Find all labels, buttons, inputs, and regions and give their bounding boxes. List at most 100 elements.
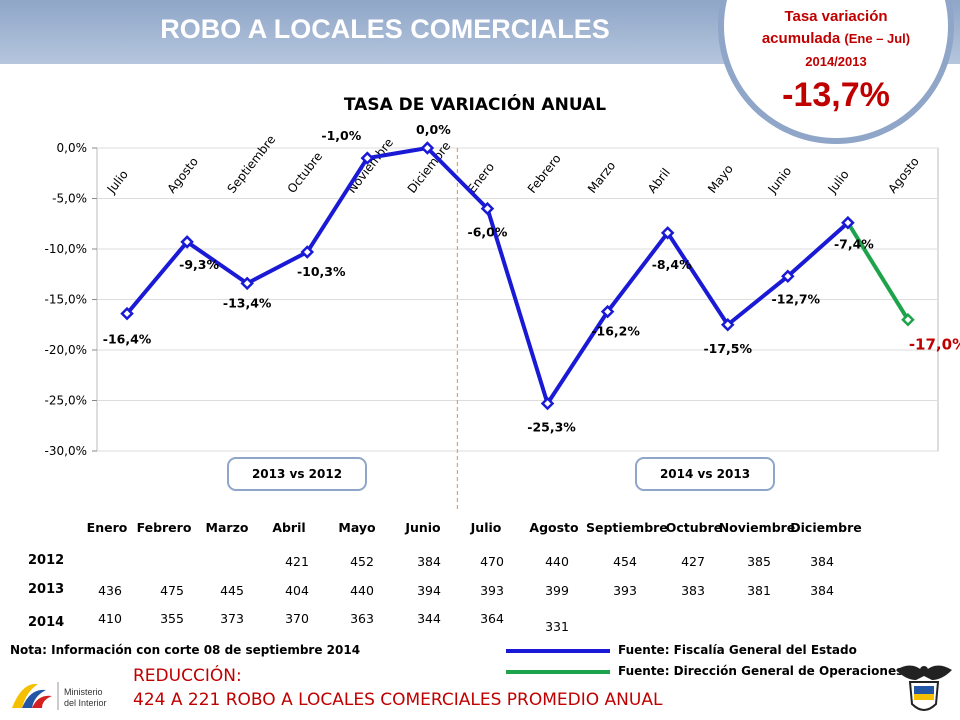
x-tick-label: Agosto [164,155,201,196]
table-cell: 384 [417,554,441,569]
period-label-2013-text: 2013 vs 2012 [252,467,342,481]
data-label: -6,0% [468,225,508,240]
table-cell: 384 [810,583,834,598]
table-column-header: Agosto [529,520,579,535]
table-cell: 445 [220,583,244,598]
badge-line2b: (Ene – Jul) [844,31,911,46]
data-point [720,317,735,332]
table-cell: 393 [613,583,637,598]
table-cell: 436 [98,583,122,598]
badge-line2a: acumulada [761,30,841,47]
chart-title: TASA DE VARIACIÓN ANUAL [344,93,606,115]
source1-text: Fuente: Fiscalía General del Estado [618,643,857,657]
data-point [901,312,915,327]
table-cell: 331 [545,619,569,634]
line-chart: 0,0%-5,0%-10,0%-15,0%-20,0%-25,0%-30,0% … [45,93,960,510]
table-row-year: 2013 [28,582,65,597]
page-title: ROBO A LOCALES COMERCIALES [160,14,610,44]
badge-line1: Tasa variación [784,8,888,25]
data-label: -7,4% [834,237,874,252]
data-label: -1,0% [321,128,361,143]
table-cell: 381 [747,583,771,598]
x-tick-label: Abril [645,166,673,196]
source1-legend-line [506,649,610,653]
data-label: -17,5% [703,341,752,356]
period-label-2014: 2014 vs 2013 [635,457,775,491]
table-column-header: Abril [272,520,306,535]
y-tick-label: 0,0% [57,141,88,155]
table-column-header: Mayo [338,520,376,535]
table-cell: 383 [681,583,705,598]
data-point [420,141,435,155]
table-cell: 373 [220,611,244,626]
police-crest-icon [896,665,952,711]
x-tick-label: Junio [765,164,795,197]
source2-text: Fuente: Dirección General de Operaciones [618,664,904,678]
table-row-year: 2012 [28,553,65,568]
x-axis-labels: Julio Agosto Septiembre Octubre Noviembre Dic… [104,133,922,197]
data-point [781,269,795,284]
data-point [540,396,555,411]
period-label-2014-text: 2014 vs 2013 [660,467,750,481]
badge-line2: acumulada (Ene – Jul) [724,30,948,47]
table-cell: 452 [350,554,374,569]
table-cell: 404 [285,583,309,598]
data-label: -13,4% [223,295,272,310]
source2-legend-line [506,670,610,674]
reduction-text: 424 A 221 ROBO A LOCALES COMERCIALES PRO… [133,690,663,710]
x-tick-label: Julio [825,167,852,196]
y-tick-label: -15,0% [45,293,87,307]
table-cell: 393 [480,583,504,598]
table-column-header: Noviembre [718,520,796,535]
table-cell: 454 [613,554,637,569]
x-tick-label: Julio [104,167,131,196]
data-label: -16,2% [591,324,640,339]
table-cell: 440 [545,554,569,569]
table-column-header: Marzo [205,520,249,535]
table-cell: 355 [160,611,184,626]
table-column-header: Septiembre [586,520,668,535]
y-axis: 0,0% -5,0% -10,0% -15,0% -20,0% -25,0% -30,0% [45,141,97,458]
data-label: 0,0% [416,122,451,137]
y-tick-label: -10,0% [45,242,87,256]
table-cell: 384 [810,554,834,569]
data-label: -8,4% [652,257,692,272]
data-point [480,201,495,216]
data-labels: -16,4% -9,3% -13,4% -10,3% -1,0% 0,0% -6,0% -25… [103,122,960,435]
period-label-2013: 2013 vs 2012 [227,457,367,491]
data-point [300,245,315,259]
x-tick-label: Octubre [285,149,326,195]
table-column-header: Enero [86,520,128,535]
y-tick-label: -5,0% [52,192,87,206]
data-label: -25,3% [527,420,576,435]
table-cell: 421 [285,554,309,569]
table-cell: 385 [747,554,771,569]
data-label: -10,3% [297,264,346,279]
table-cell: 427 [681,554,705,569]
badge-value: -13,7% [782,76,890,114]
data-label: -9,3% [179,257,219,272]
series-points [120,141,915,411]
table-column-header: Julio [470,520,502,535]
table-cell: 363 [350,611,374,626]
table-cell: 364 [480,611,504,626]
x-tick-label: Agosto [885,155,922,196]
reduction-label: REDUCCIÓN: [133,666,242,686]
data-point [600,304,615,319]
x-tick-label: Septiembre [225,133,279,196]
x-tick-label: Febrero [525,152,564,196]
y-tick-label: -25,0% [45,394,87,408]
data-point [240,276,254,291]
data-point [360,151,375,165]
table-cell: 399 [545,583,569,598]
table-cell: 410 [98,611,122,626]
x-tick-label: Noviembre [345,136,396,196]
badge-line3: 2014/2013 [805,54,867,69]
data-label: -12,7% [772,291,821,306]
table-column-header: Octubre [665,520,723,535]
ministry-logo: Ministerio del Interior [12,682,107,710]
x-tick-label: Marzo [585,159,618,196]
data-point [120,306,134,321]
table-cell: 475 [160,583,184,598]
table-row-year: 2014 [28,615,65,630]
